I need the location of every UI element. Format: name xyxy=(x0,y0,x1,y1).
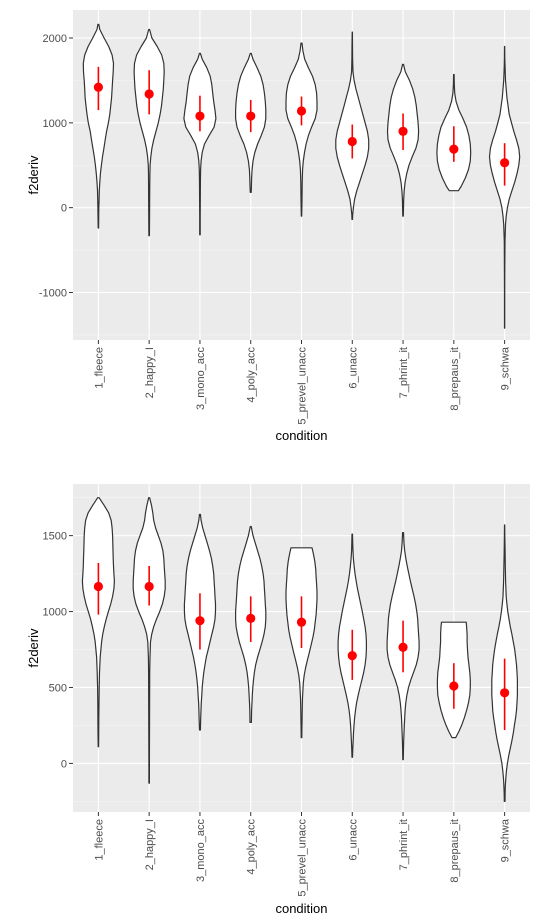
mean-point xyxy=(398,126,408,136)
mean-points xyxy=(93,562,510,730)
violin-1_fleece xyxy=(82,23,115,229)
chart-bottom: 0 500 1000 1500 1_fleece 2_happy_I 3_mono_acc… xyxy=(26,484,530,916)
mean-point xyxy=(195,616,205,626)
mean-point xyxy=(144,581,154,592)
mean-point xyxy=(449,681,459,691)
x-tick-label: 8_prepaus_it xyxy=(449,819,461,883)
x-tick-label: 6_unacc xyxy=(347,347,359,389)
x-tick-label: 6_unacc xyxy=(347,819,359,861)
x-tick-label: 1_fleece xyxy=(93,347,105,389)
violin-5_prevel_unacc xyxy=(285,42,318,217)
mean-point xyxy=(296,617,307,627)
x-axis-title: condition xyxy=(275,428,327,443)
mean-point xyxy=(93,82,103,92)
y-tick-label: 1500 xyxy=(43,531,67,543)
x-tick-label: 3_mono_acc xyxy=(195,819,207,882)
violins xyxy=(81,497,518,802)
mean-point xyxy=(144,89,154,99)
y-axis-title: f2deriv xyxy=(26,155,41,195)
violin-9_schwa xyxy=(488,45,521,329)
x-tick-label: 8_prepaus_it xyxy=(449,347,461,411)
x-tick-label: 9_schwa xyxy=(500,346,512,390)
mean-point xyxy=(296,106,307,116)
x-tick-label: 9_schwa xyxy=(500,818,512,862)
x-tick-label: 4_poly_acc xyxy=(246,347,258,403)
y-tick-label: -1000 xyxy=(39,287,67,299)
y-tick-labels: 0 500 1000 1500 xyxy=(43,531,73,770)
chart-top: -1000 0 1000 2000 1_fleece 2_happy_I 3_mono_a… xyxy=(26,10,530,443)
mean-point xyxy=(500,688,510,698)
x-tick-label: 2_happy_I xyxy=(144,819,156,870)
mean-point xyxy=(195,111,205,121)
y-axis-title: f2deriv xyxy=(26,628,41,668)
violin-3_mono_acc xyxy=(183,52,217,236)
mean-point xyxy=(246,613,256,623)
mean-point xyxy=(246,111,256,121)
y-tick-label: 0 xyxy=(61,758,67,770)
y-tick-label: 0 xyxy=(61,203,67,215)
x-tick-label: 3_mono_acc xyxy=(195,347,207,410)
x-tick-label: 7_phrint_it xyxy=(398,819,410,870)
mean-point xyxy=(347,650,357,661)
y-tick-label: 1000 xyxy=(43,607,67,619)
y-tick-label: 1000 xyxy=(43,118,67,130)
violin-2_happy_I xyxy=(132,497,166,784)
x-tick-label: 5_prevel_unacc xyxy=(297,819,309,897)
x-tick-label: 7_phrint_it xyxy=(398,347,410,398)
y-tick-label: 2000 xyxy=(43,33,67,45)
x-tick-label: 4_poly_acc xyxy=(246,819,258,875)
violin-1_fleece xyxy=(81,497,115,748)
x-tick-label: 2_happy_I xyxy=(144,347,156,398)
mean-points xyxy=(93,66,510,186)
x-tick-label: 5_prevel_unacc xyxy=(297,347,309,425)
violin-2_happy_I xyxy=(133,28,165,237)
mean-point xyxy=(347,136,357,147)
y-tick-labels: -1000 0 1000 2000 xyxy=(39,33,73,299)
mean-point xyxy=(93,581,103,592)
y-tick-label: 500 xyxy=(49,682,67,694)
x-tick-labels: 1_fleece 2_happy_I 3_mono_acc 4_poly_acc 5_p… xyxy=(93,812,512,897)
x-tick-labels: 1_fleece 2_happy_I 3_mono_acc 4_poly_acc 5_p… xyxy=(93,340,512,425)
mean-point xyxy=(500,158,510,168)
mean-point xyxy=(398,642,408,652)
mean-point xyxy=(449,144,459,154)
x-axis-title: condition xyxy=(275,901,327,916)
x-tick-label: 1_fleece xyxy=(93,819,105,861)
